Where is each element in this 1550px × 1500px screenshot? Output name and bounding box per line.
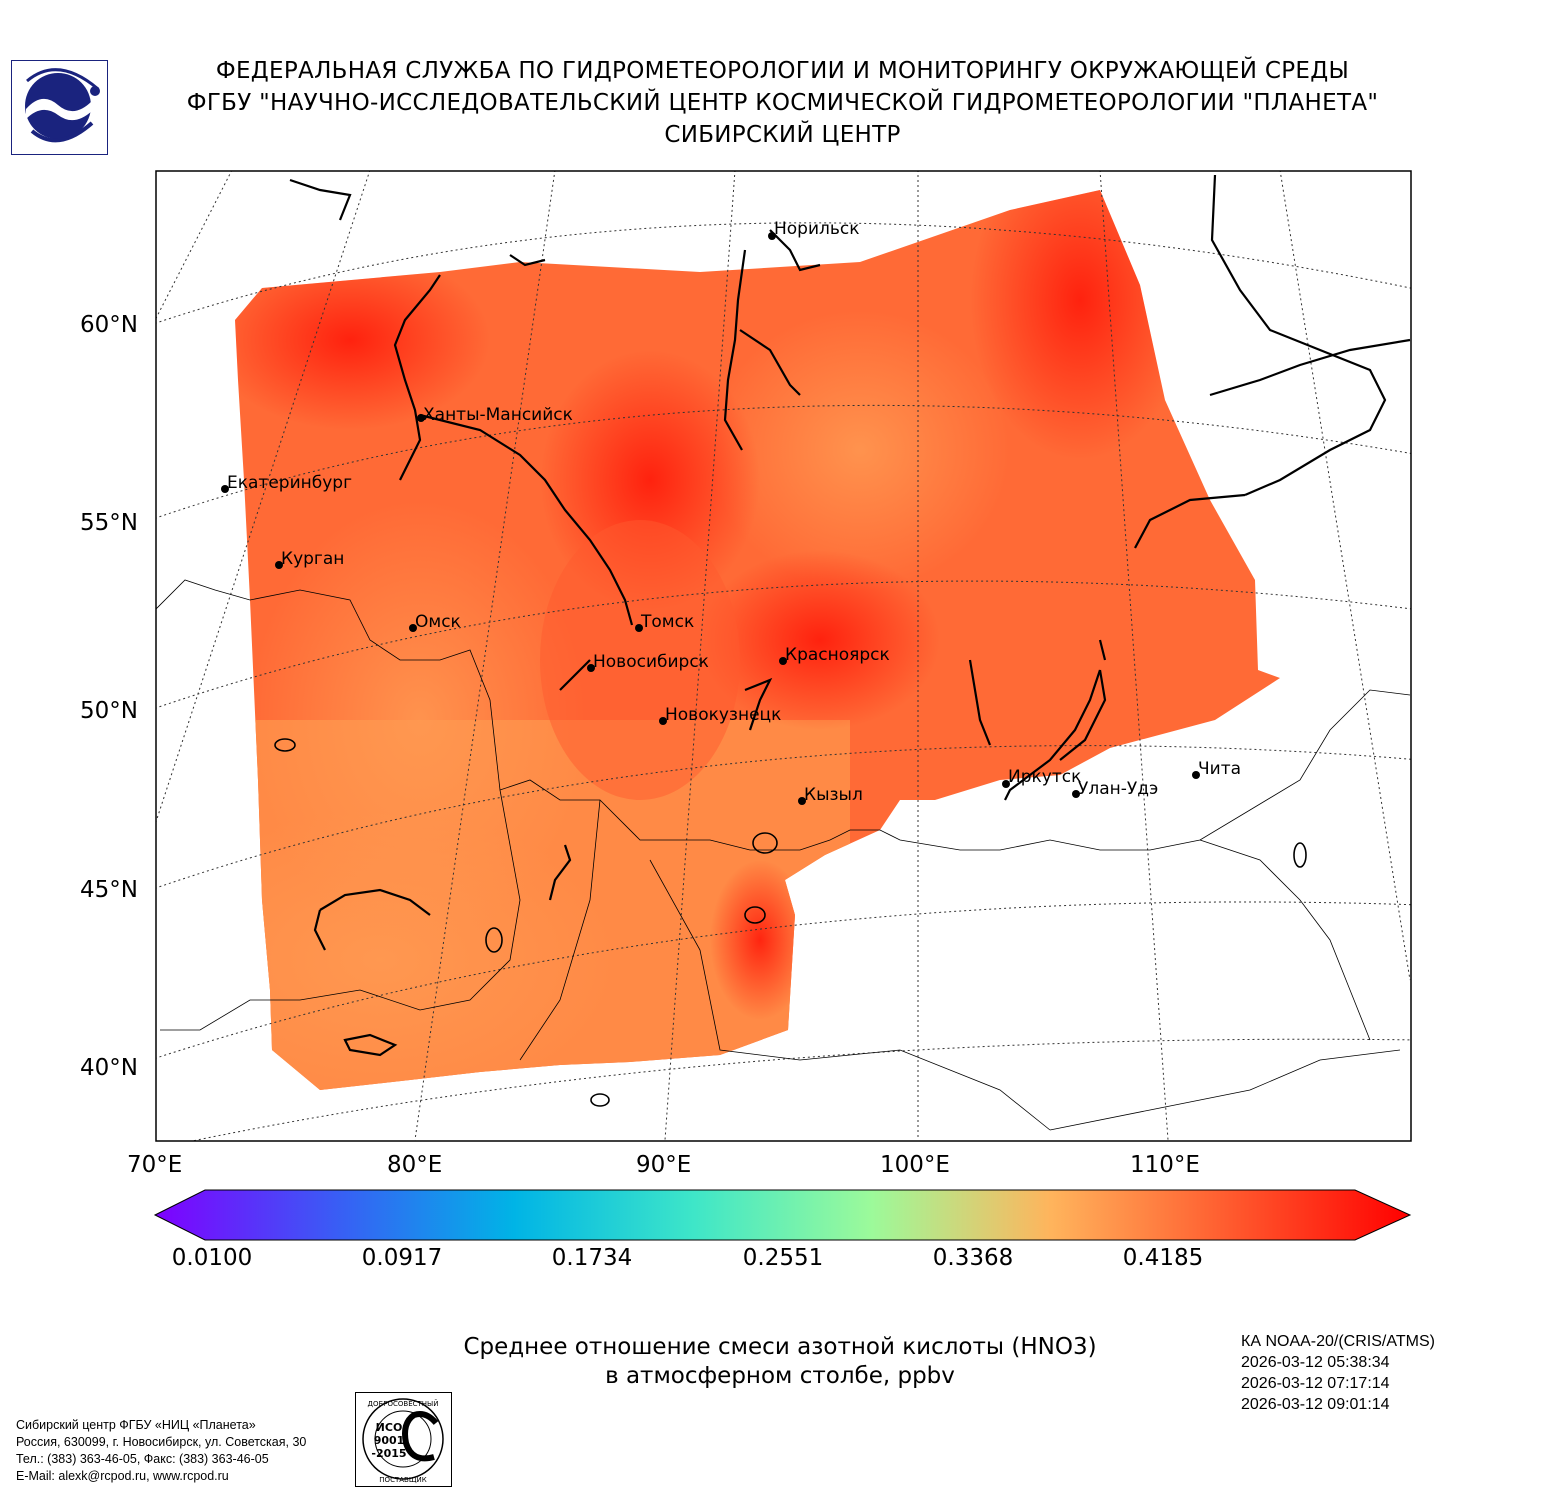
header-line-3: СИБИРСКИЙ ЦЕНТР: [664, 122, 901, 148]
city-label-chita: Чита: [1198, 759, 1242, 779]
certificate-bottom-text: ПОСТАВЩИК: [379, 1476, 426, 1484]
city-label-krasnoyarsk: Красноярск: [785, 645, 890, 665]
lat-label-40: 40°N: [80, 1055, 138, 1081]
satellite-name: КА NOAA-20/(CRIS/ATMS): [1241, 1333, 1435, 1350]
city-label-irkutsk: Иркутск: [1008, 767, 1082, 787]
contact-phone: Тел.: (383) 363-46-05, Факс: (383) 363-4…: [16, 1452, 269, 1466]
lon-label-110: 110°E: [1130, 1152, 1200, 1178]
contact-email: E-Mail: alexk@rcpod.ru, www.rcpod.ru: [16, 1469, 229, 1483]
city-label-novokuznetsk: Новокузнецк: [665, 705, 782, 725]
satellite-pass-3: 2026-03-12 09:01:14: [1241, 1396, 1390, 1413]
hno3-data-field: [235, 190, 1280, 1090]
colorbar-tick-1: 0.0917: [361, 1245, 443, 1271]
city-label-ulan-ude: Улан-Удэ: [1078, 779, 1159, 799]
lat-label-50: 50°N: [80, 698, 138, 724]
lat-label-60: 60°N: [80, 312, 138, 338]
city-label-yekaterinburg: Екатеринбург: [227, 473, 353, 493]
certificate-year: -2015: [371, 1447, 406, 1460]
city-label-omsk: Омск: [415, 612, 461, 632]
rivers: [289, 174, 1411, 1057]
graticule: [156, 171, 1411, 1141]
map-frame: [155, 170, 1412, 1142]
city-label-novosibirsk: Новосибирск: [593, 652, 709, 672]
city-label-norilsk: Норильск: [774, 219, 860, 239]
colorbar-tick-4: 0.3368: [932, 1245, 1014, 1271]
lat-label-45: 45°N: [80, 877, 138, 903]
lat-label-55: 55°N: [80, 510, 138, 536]
product-title-line-1: Среднее отношение смеси азотной кислоты …: [463, 1334, 1097, 1360]
certificate-number: 9001: [374, 1434, 405, 1447]
city-label-tomsk: Томск: [641, 612, 695, 632]
city-label-khanty-mansiysk: Ханты-Мансийск: [423, 405, 573, 425]
borders: [156, 579, 1411, 1131]
colorbar-tick-3: 0.2551: [742, 1245, 824, 1271]
satellite-pass-1: 2026-03-12 05:38:34: [1241, 1354, 1390, 1371]
certificate-iso: ИСО: [376, 1421, 403, 1434]
header-line-1: ФЕДЕРАЛЬНАЯ СЛУЖБА ПО ГИДРОМЕТЕОРОЛОГИИ …: [215, 58, 1350, 84]
colorbar-tick-2: 0.1734: [551, 1245, 633, 1271]
lon-label-70: 70°E: [127, 1152, 183, 1178]
contact-address: Россия, 630099, г. Новосибирск, ул. Сове…: [16, 1435, 307, 1449]
colorbar-tick-5: 0.4185: [1122, 1245, 1204, 1271]
certificate-top-text: ДОБРОСОВЕСТНЫЙ: [368, 1399, 439, 1408]
satellite-pass-2: 2026-03-12 07:17:14: [1241, 1375, 1390, 1392]
lon-label-90: 90°E: [636, 1152, 692, 1178]
colorbar: [153, 1189, 1412, 1241]
colorbar-tick-0: 0.0100: [171, 1245, 253, 1271]
roshydromet-logo-icon: [11, 60, 108, 155]
city-label-kurgan: Курган: [281, 549, 345, 569]
lon-label-100: 100°E: [880, 1152, 950, 1178]
city-markers: [221, 232, 1200, 805]
iso-certificate-icon: ДОБРОСОВЕСТНЫЙ ИСО 9001 -2015 ПОСТАВЩИК: [355, 1392, 452, 1487]
lon-label-80: 80°E: [387, 1152, 443, 1178]
contact-org: Сибирский центр ФГБУ «НИЦ «Планета»: [16, 1418, 256, 1432]
product-title-line-2: в атмосферном столбе, ppbv: [605, 1363, 955, 1389]
city-label-kyzyl: Кызыл: [804, 785, 863, 805]
header-line-2: ФГБУ "НАУЧНО-ИССЛЕДОВАТЕЛЬСКИЙ ЦЕНТР КОС…: [186, 90, 1379, 116]
